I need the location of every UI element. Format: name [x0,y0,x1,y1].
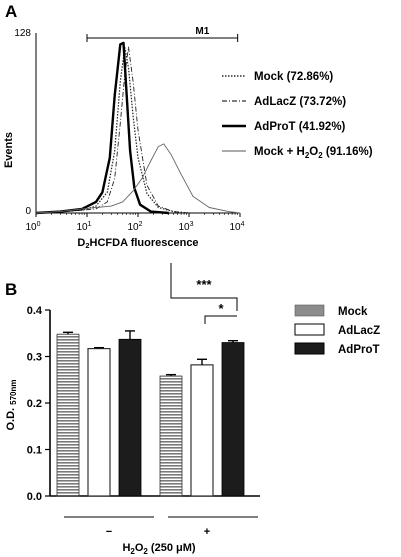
panel-b-y-ticks: 0.0 0.1 0.2 0.3 0.4 [27,305,50,503]
legend-label-adlacz: AdLacZ (73.72%) [254,96,346,108]
curve-adprot [35,41,169,215]
panel-a-y-tick-min: 0 [25,206,31,217]
gate-marker-m1: M1 [86,26,239,42]
sig-label-single: * [218,301,224,316]
panel-b-y-tick-label: 0.4 [27,305,43,317]
legend-swatch-adlacz [294,323,325,336]
legend-bar-label-adprot: AdProT [338,344,380,356]
panel-a-x-tick-label: 102 [127,221,142,233]
bar-adlacz-group-1 [190,364,214,497]
bar-adprot-group-0 [118,338,142,497]
bracket-adlacz-vs-adprot [204,315,237,324]
panel-a-y-label: Events [3,132,15,168]
group-label-minus: − [106,526,112,538]
panel-b-bars [56,330,245,497]
bracket-mock-vs-adprot [170,263,238,311]
group-label-plus: + [204,526,210,538]
panel-a-x-tick-label: 104 [229,221,244,233]
curve-mock-h2o2 [35,143,241,214]
legend-label-adprot: AdProT (41.92%) [254,121,346,133]
panel-a-letter: A [5,2,17,21]
panel-a-histograms [35,41,241,215]
panel-a-x-ticks: 100 101 102 103 104 [25,213,245,233]
panel-b-y-tick-label: 0.0 [27,491,42,503]
panel-a-x-label: D2HCFDA fluorescence [77,237,198,250]
panel-a-legend: Mock (72.86%) AdLacZ (73.72%) AdProT (41… [222,71,373,160]
significance-brackets: *** * [170,263,238,324]
panel-b-y-label: O.D. 570nm [5,379,18,430]
bar-mock-group-0 [56,333,80,497]
panel-a-x-tick-label: 103 [178,221,193,233]
panel-b-x-label: H2O2 (250 μM) [122,542,195,556]
legend-bar-label-adlacz: AdLacZ [338,325,380,337]
panel-b-y-tick-label: 0.1 [27,445,42,457]
legend-bar-label-mock: Mock [338,306,368,318]
panel-b-y-tick-label: 0.3 [27,352,42,364]
legend-label-mock-h2o2: Mock + H2O2 (91.16%) [254,146,373,160]
legend-swatch-mock [294,304,325,317]
panel-b-letter: B [5,280,17,299]
legend-label-mock: Mock (72.86%) [254,71,333,83]
panel-a-axes [35,33,240,214]
gate-label: M1 [195,26,209,37]
panel-a-x-tick-label: 101 [76,221,91,233]
bar-adprot-group-1 [221,342,245,497]
legend-swatch-adprot [294,342,325,355]
bar-mock-group-1 [159,375,183,497]
panel-b-y-tick-label: 0.2 [27,398,42,410]
panel-a-y-tick-max: 128 [14,28,31,39]
panel-a-x-tick-label: 100 [25,221,40,233]
bar-adlacz-group-0 [87,347,111,497]
sig-label-triple: *** [196,277,212,292]
panel-b-legend: Mock AdLacZ AdProT [294,304,380,356]
